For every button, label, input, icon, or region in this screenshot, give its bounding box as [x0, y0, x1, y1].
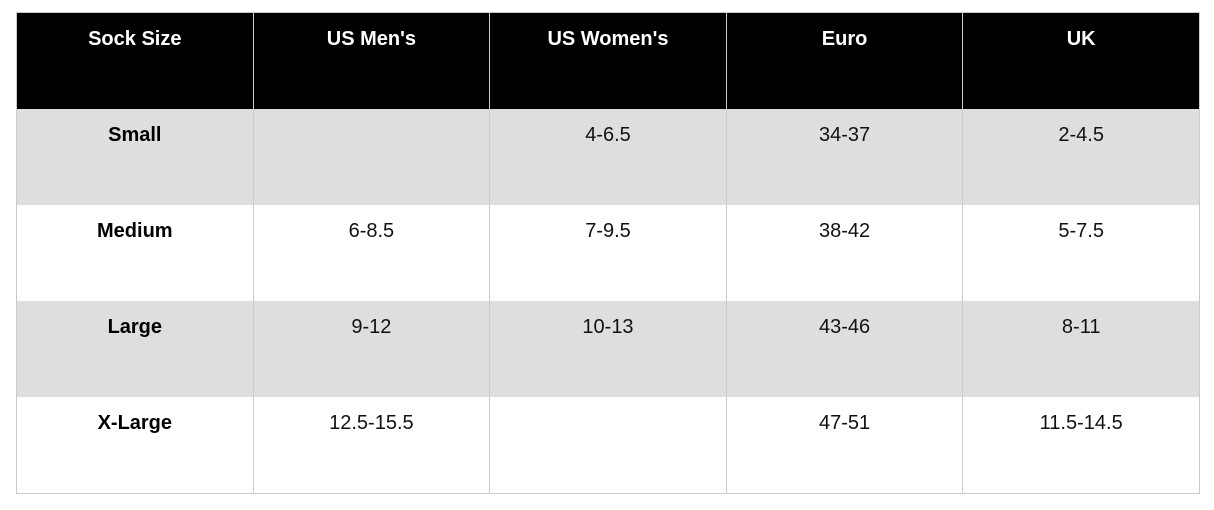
table-row-medium: Medium 6-8.5 7-9.5 38-42 5-7.5: [16, 204, 1200, 301]
value-cell: 47-51: [725, 397, 964, 494]
value-cell: 9-12: [252, 301, 491, 398]
table-row-large: Large 9-12 10-13 43-46 8-11: [16, 301, 1200, 398]
value-cell: 12.5-15.5: [252, 397, 491, 494]
column-header-euro: Euro: [725, 12, 964, 109]
value-cell: 2-4.5: [962, 108, 1200, 205]
value-cell: 7-9.5: [489, 204, 727, 301]
sock-size-table-container: Sock Size US Men's US Women's Euro UK Sm…: [16, 12, 1200, 494]
value-cell: [489, 397, 727, 494]
value-cell: 6-8.5: [252, 204, 491, 301]
value-cell: 8-11: [962, 301, 1200, 398]
table-row-x-large: X-Large 12.5-15.5 47-51 11.5-14.5: [16, 397, 1200, 494]
column-header-us-mens: US Men's: [252, 12, 491, 109]
column-header-uk: UK: [962, 12, 1200, 109]
value-cell: 5-7.5: [962, 204, 1200, 301]
value-cell: 38-42: [725, 204, 964, 301]
value-cell: 43-46: [725, 301, 964, 398]
column-header-sock-size: Sock Size: [16, 12, 254, 109]
size-label-cell: Small: [16, 108, 254, 205]
value-cell: 11.5-14.5: [962, 397, 1200, 494]
size-label-cell: Large: [16, 301, 254, 398]
column-header-us-womens: US Women's: [489, 12, 727, 109]
value-cell: 10-13: [489, 301, 727, 398]
size-label-cell: X-Large: [16, 397, 254, 494]
value-cell: 34-37: [725, 108, 964, 205]
value-cell: [252, 108, 491, 205]
table-header-row: Sock Size US Men's US Women's Euro UK: [16, 12, 1200, 109]
sock-size-table: Sock Size US Men's US Women's Euro UK Sm…: [16, 12, 1200, 494]
value-cell: 4-6.5: [489, 108, 727, 205]
size-label-cell: Medium: [16, 204, 254, 301]
table-row-small: Small 4-6.5 34-37 2-4.5: [16, 108, 1200, 205]
